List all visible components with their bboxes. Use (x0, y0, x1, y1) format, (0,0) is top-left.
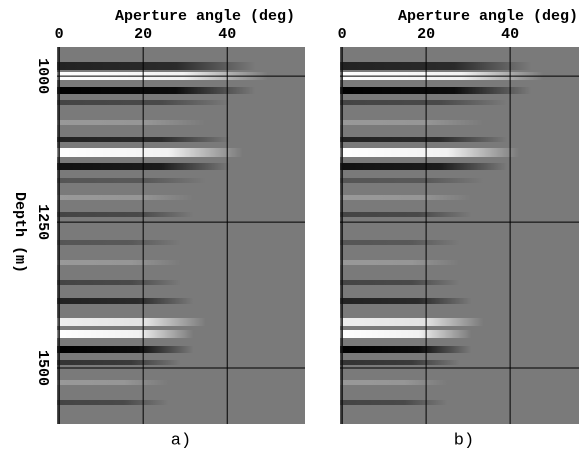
x-tick-label: 20 (134, 26, 152, 43)
reflector (57, 298, 305, 304)
reflector (57, 148, 305, 157)
reflector (57, 178, 305, 183)
reflector (57, 240, 305, 245)
reflector (340, 318, 579, 326)
reflector (57, 360, 305, 365)
reflector (57, 280, 305, 285)
y-axis-label: Depth (m) (11, 192, 28, 273)
x-tick-label: 0 (338, 26, 347, 43)
y-tick-label: 1250 (34, 204, 51, 240)
reflector (340, 260, 579, 265)
x-tick-label: 40 (218, 26, 236, 43)
reflector (57, 87, 305, 94)
reflector (340, 87, 579, 94)
reflector (340, 212, 579, 217)
reflector (340, 280, 579, 285)
reflector (57, 318, 305, 326)
reflector (57, 380, 305, 385)
y-tick-label: 1500 (34, 350, 51, 386)
reflector (57, 100, 305, 105)
reflector (340, 120, 579, 125)
x-tick-label: 20 (417, 26, 435, 43)
reflector (57, 120, 305, 125)
y-tick-label: 1000 (34, 58, 51, 94)
reflector (57, 260, 305, 265)
reflector (57, 400, 305, 405)
x-tick-label: 40 (501, 26, 519, 43)
reflector (340, 195, 579, 200)
reflector (57, 346, 305, 353)
reflector (340, 163, 579, 170)
reflector (340, 240, 579, 245)
panel-caption: b) (454, 431, 474, 450)
x-axis-label: Aperture angle (deg) (398, 8, 578, 25)
reflector (340, 178, 579, 183)
reflector (340, 62, 579, 70)
reflector (340, 360, 579, 365)
x-axis-label: Aperture angle (deg) (115, 8, 295, 25)
reflector (340, 148, 579, 157)
reflector (57, 137, 305, 142)
reflector (57, 163, 305, 170)
reflector (340, 380, 579, 385)
reflector (340, 330, 579, 338)
reflector (57, 212, 305, 217)
reflector (340, 400, 579, 405)
reflector (57, 62, 305, 70)
edge-trace (340, 47, 343, 424)
reflector (57, 195, 305, 200)
reflector (57, 330, 305, 338)
reflector (340, 137, 579, 142)
reflector (340, 298, 579, 304)
panel-caption: a) (171, 431, 191, 450)
reflector (340, 346, 579, 353)
x-tick-label: 0 (55, 26, 64, 43)
edge-trace (57, 47, 60, 424)
reflector (340, 100, 579, 105)
